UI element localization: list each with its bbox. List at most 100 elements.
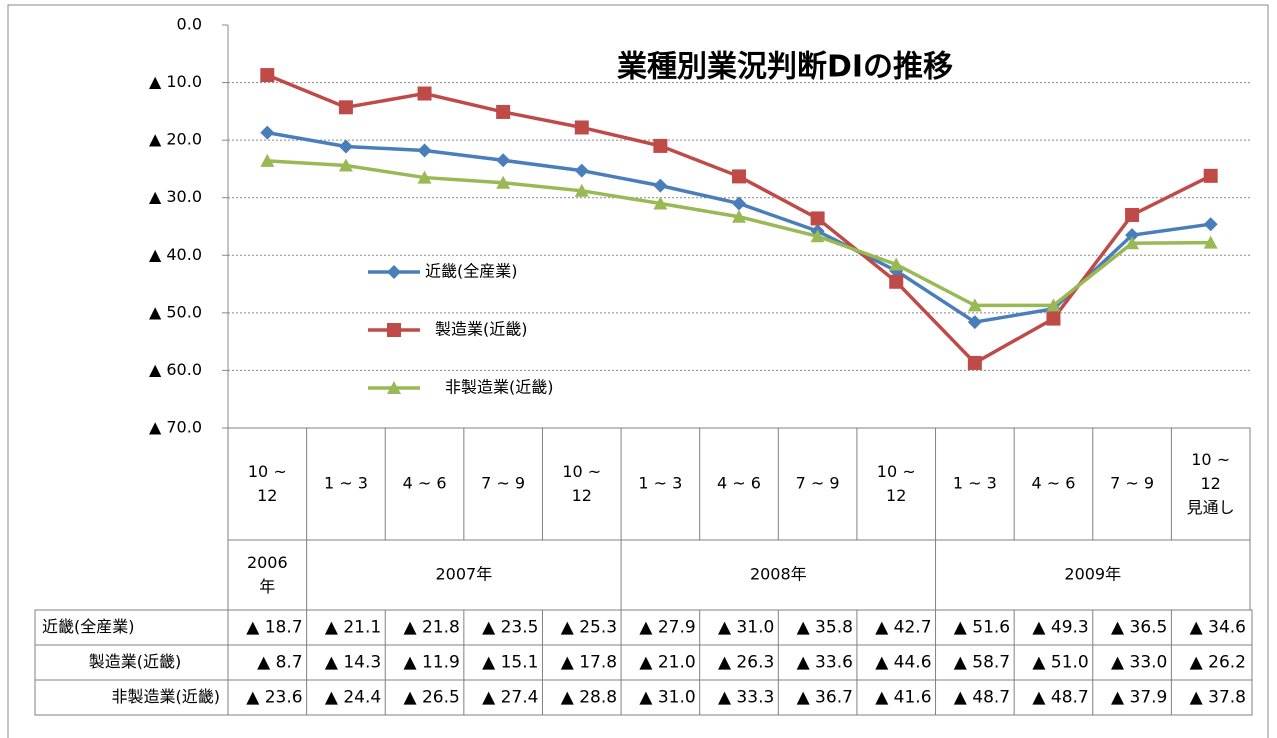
data-label: ▲ 31.0	[639, 688, 695, 708]
data-label: ▲ 36.7	[797, 688, 853, 708]
data-label: ▲ 14.3	[325, 653, 381, 673]
legend-label: 製造業(近畿)	[435, 320, 528, 339]
data-label: ▲ 26.5	[404, 688, 460, 708]
x-tick-label: 4 ~ 6	[403, 474, 447, 493]
point	[338, 100, 353, 115]
data-label: ▲ 21.0	[639, 653, 695, 673]
year-label: 2009年	[1064, 565, 1121, 584]
point	[889, 257, 904, 271]
point	[496, 153, 511, 168]
x-tick-label: 10 ~12	[248, 462, 287, 505]
point	[260, 153, 275, 167]
row-header: 製造業(近畿)	[89, 652, 182, 671]
data-label: ▲ 26.3	[718, 653, 774, 673]
data-label: ▲ 35.8	[797, 618, 853, 638]
table-row	[34, 679, 1253, 716]
point	[1046, 311, 1061, 326]
point	[653, 178, 668, 193]
data-label: ▲ 41.6	[875, 688, 931, 708]
x-tick-label: 1 ~ 3	[638, 474, 682, 493]
data-label: ▲ 17.8	[561, 653, 617, 673]
point	[732, 169, 746, 184]
data-label: ▲ 21.1	[325, 618, 381, 638]
data-label: ▲ 48.7	[954, 688, 1010, 708]
point	[810, 229, 825, 243]
y-tick-label: ▲ 10.0	[149, 72, 202, 91]
point	[574, 120, 589, 135]
point	[496, 175, 511, 189]
data-label: ▲ 51.0	[1032, 653, 1088, 673]
data-label: ▲ 44.6	[875, 653, 931, 673]
y-tick-label: ▲ 30.0	[149, 187, 202, 206]
point	[1125, 236, 1140, 250]
data-label: ▲ 33.3	[718, 688, 774, 708]
row-header: 非製造業(近畿)	[112, 687, 221, 706]
point	[260, 125, 275, 140]
y-tick-label: ▲ 70.0	[149, 418, 202, 437]
data-label: ▲ 23.6	[246, 688, 302, 708]
point	[810, 211, 825, 226]
chart-frame	[7, 4, 1269, 738]
legend-label: 近畿(全産業)	[425, 262, 518, 281]
point	[967, 315, 982, 330]
x-tick-label: 7 ~ 9	[796, 474, 840, 493]
data-label: ▲ 33.6	[797, 653, 853, 673]
x-tick-label: 10 ~12 見通し	[1187, 450, 1235, 517]
row-header: 近畿(全産業)	[42, 617, 135, 636]
y-tick-label: 0.0	[177, 15, 202, 34]
x-tick-label: 7 ~ 9	[1110, 474, 1154, 493]
x-tick-label: 4 ~ 6	[717, 474, 761, 493]
point	[732, 209, 746, 223]
data-label: ▲ 15.1	[482, 653, 538, 673]
year-label: 2007年	[435, 565, 492, 584]
y-tick-label: ▲ 40.0	[149, 245, 202, 264]
data-label: ▲ 27.9	[639, 618, 695, 638]
point	[1203, 235, 1218, 249]
data-label: ▲ 23.5	[482, 618, 538, 638]
data-label: ▲ 48.7	[1032, 688, 1088, 708]
data-label: ▲ 58.7	[954, 653, 1010, 673]
data-label: ▲ 24.4	[325, 688, 381, 708]
point	[496, 104, 511, 119]
data-label: ▲ 27.4	[482, 688, 538, 708]
data-label: ▲ 42.7	[875, 618, 931, 638]
point	[732, 196, 746, 211]
legend-marker	[387, 323, 401, 337]
point	[417, 170, 432, 184]
data-label: ▲ 8.7	[257, 653, 303, 673]
data-label: ▲ 26.2	[1190, 653, 1246, 673]
y-tick-label: ▲ 20.0	[149, 130, 202, 149]
x-tick-label: 4 ~ 6	[1031, 474, 1075, 493]
data-label: ▲ 36.5	[1111, 618, 1167, 638]
legend-label: 非製造業(近畿)	[445, 378, 554, 397]
y-tick-label: ▲ 60.0	[149, 360, 202, 379]
data-label: ▲ 11.9	[404, 653, 460, 673]
point	[1203, 217, 1218, 232]
y-tick-label: ▲ 50.0	[149, 302, 202, 321]
point	[967, 355, 982, 370]
point	[260, 68, 275, 83]
point	[574, 183, 589, 197]
x-tick-label: 1 ~ 3	[324, 474, 368, 493]
x-tick-label: 1 ~ 3	[953, 474, 997, 493]
point	[338, 158, 353, 172]
point	[338, 139, 353, 154]
point	[653, 196, 668, 210]
data-label: ▲ 33.0	[1111, 653, 1167, 673]
data-label: ▲ 18.7	[246, 618, 302, 638]
year-label: 2006 年	[247, 553, 288, 596]
data-label: ▲ 37.8	[1190, 688, 1246, 708]
data-label: ▲ 31.0	[718, 618, 774, 638]
data-label: ▲ 28.8	[561, 688, 617, 708]
data-label: ▲ 49.3	[1032, 618, 1088, 638]
point	[967, 298, 982, 312]
point	[1125, 228, 1140, 243]
chart-title: 業種別業況判断DIの推移	[617, 50, 953, 85]
year-label: 2008年	[750, 565, 807, 584]
x-tick-label: 10 ~12	[562, 462, 601, 505]
data-label: ▲ 25.3	[561, 618, 617, 638]
data-label: ▲ 21.8	[404, 618, 460, 638]
point	[417, 86, 432, 101]
point	[417, 143, 432, 158]
